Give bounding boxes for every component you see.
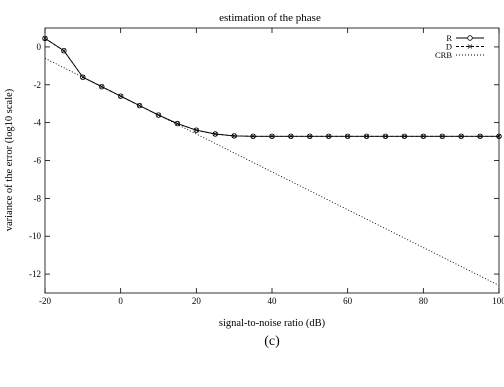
legend-label: CRB	[435, 50, 452, 60]
series-layer	[42, 35, 502, 286]
y-tick-label: -12	[29, 269, 41, 279]
data-point-d	[496, 134, 502, 139]
data-point-d	[269, 134, 275, 139]
data-point-d	[458, 134, 464, 139]
x-tick-label: 60	[343, 296, 353, 306]
data-point-d	[345, 134, 350, 139]
axis-ticks: -20 0 20 40 60 80 100 0 -2 -4 -6 -8 -10 -12	[29, 28, 504, 306]
data-point-r	[136, 102, 143, 109]
legend-marker-d	[467, 44, 473, 49]
data-point-d	[307, 134, 313, 139]
y-tick-label: -8	[34, 193, 42, 203]
data-point-d	[383, 134, 388, 139]
data-point-d	[61, 48, 67, 53]
legend-label: D	[446, 42, 452, 52]
data-point-r	[174, 120, 181, 127]
y-tick-label: -10	[29, 231, 41, 241]
data-point-r	[42, 35, 48, 42]
data-point-d	[326, 134, 331, 139]
data-point-d	[440, 134, 445, 139]
x-tick-label: 40	[268, 296, 278, 306]
series-line-r	[44, 38, 499, 137]
x-tick-label: 80	[419, 296, 429, 306]
data-point-r	[117, 93, 124, 99]
x-axis-label: signal-to-noise ratio (dB)	[219, 318, 326, 329]
y-axis-label: variance of the error (log10 scale)	[4, 88, 15, 231]
data-point-d	[402, 134, 407, 139]
data-point-d	[194, 127, 199, 133]
data-point-d	[175, 121, 180, 126]
data-point-d	[288, 134, 294, 139]
x-tick-label: 100	[492, 296, 504, 306]
data-point-r	[155, 112, 162, 118]
data-point-r	[363, 133, 370, 139]
y-tick-label: -2	[34, 80, 42, 90]
y-tick-label: -6	[34, 156, 42, 166]
y-tick-label: -4	[34, 118, 42, 128]
data-point-r	[439, 133, 445, 139]
data-point-d	[364, 134, 369, 139]
x-tick-label: 0	[118, 296, 123, 306]
data-point-d	[231, 133, 237, 139]
figure-caption: (c)	[264, 334, 280, 349]
x-tick-label: 20	[192, 296, 202, 306]
data-point-d	[213, 131, 218, 137]
data-point-r	[80, 74, 86, 80]
legend-label: R	[446, 33, 452, 43]
chart-title: estimation of the phase	[219, 12, 321, 24]
data-point-d	[421, 134, 426, 139]
data-point-d	[250, 134, 256, 139]
x-tick-label: -20	[39, 296, 51, 306]
series-line-crb	[44, 57, 500, 286]
legend-marker-r	[467, 35, 473, 41]
data-point-r	[61, 48, 67, 54]
series-line-d	[44, 38, 499, 137]
data-point-d	[477, 134, 483, 139]
y-tick-label: 0	[37, 42, 42, 52]
data-point-d	[42, 36, 48, 41]
plot-frame	[44, 27, 500, 294]
data-point-r	[99, 83, 105, 90]
data-point-r	[269, 133, 275, 139]
data-point-r	[458, 133, 464, 139]
